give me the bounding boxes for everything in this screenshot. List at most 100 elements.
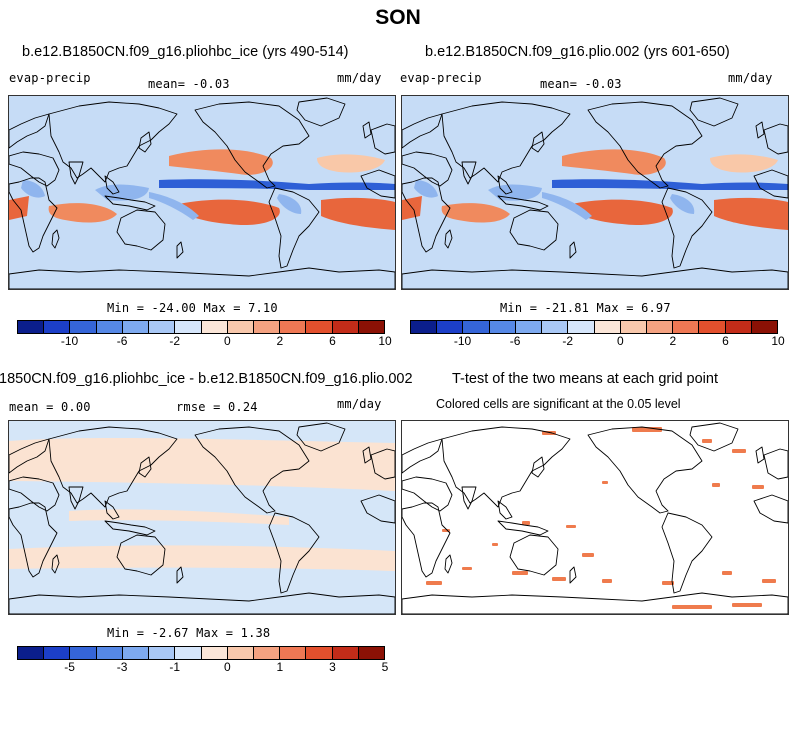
panel-3-map (8, 420, 396, 615)
significant-cell (702, 439, 712, 443)
coastline-madagascar (51, 229, 60, 249)
significant-cell (752, 485, 764, 489)
panel-3-colorbar-tick-label: -5 (64, 660, 75, 674)
significant-cell (512, 571, 528, 575)
ep-orange-s-atlantic (714, 197, 788, 230)
coastline-uk (362, 121, 372, 139)
panel-3-mean-label: mean = 0.00 (9, 400, 91, 414)
coastline-greenland (296, 97, 346, 127)
panel-2-colorbar-swatch (699, 321, 726, 333)
ep-orange-n-atlantic (317, 154, 385, 173)
coastline-africa (402, 177, 451, 253)
coastline-north-america (587, 426, 703, 514)
coastline-europe-west (763, 123, 788, 155)
panel-3-colorbar-swatch (122, 647, 150, 659)
panel-4-field (402, 421, 788, 614)
panel-3-colorbar-swatch (175, 647, 202, 659)
coastline-uk (755, 121, 765, 139)
coastline-europe-west (370, 448, 395, 480)
coastline-india (461, 161, 477, 185)
significant-cell (522, 521, 530, 525)
significant-cell (602, 481, 608, 484)
panel-1-colorbar-swatch (227, 321, 254, 333)
coastline-greenland (689, 97, 739, 127)
coastline-madagascar (444, 554, 453, 574)
coastline-se-asia (104, 500, 120, 520)
panel-3-colorbar-swatch (253, 647, 281, 659)
panel-1-colorbar-tick-label: -6 (116, 334, 128, 348)
panel-3-colorbar-ticks: -5 -3 -1 0 1 3 5 (17, 660, 388, 676)
panel-2-variable-label: evap-precip (400, 71, 482, 85)
panel-2-colorbar-tick-label: 10 (771, 334, 785, 348)
panel-2-colorbar-swatch (542, 321, 569, 333)
panel-2-colorbar-swatch (594, 321, 621, 333)
coastline-newzealand (569, 566, 577, 584)
coastline-greenland (296, 422, 346, 452)
panel-2-colorbar-tick-label: 6 (722, 334, 729, 348)
ep-orange-n-pacific (169, 149, 273, 175)
panel-3-colorbar-swatch (201, 647, 228, 659)
ep-orange-s-indian (48, 203, 117, 223)
significant-cell (762, 579, 776, 583)
coastline-australia (116, 209, 166, 251)
ocean-background (402, 96, 788, 289)
panel-1-variable-label: evap-precip (9, 71, 91, 85)
panel-2-colorbar-swatch (437, 321, 464, 333)
panel-1-map (8, 95, 396, 290)
panel-3-field (9, 421, 395, 614)
ocean-background (9, 96, 395, 289)
panel-2-colorbar-swatch (646, 321, 674, 333)
panel-2-colorbar-swatch (463, 321, 490, 333)
ttest-background (402, 421, 788, 614)
figure-title: SON (375, 6, 421, 29)
panel-3-colorbar-swatch (18, 647, 45, 659)
panel-3-colorbar-tick-label: 1 (276, 660, 284, 674)
panel-3-colorbar-swatch (280, 647, 307, 659)
ep-blue-amazon (277, 194, 302, 214)
panel-2-colorbar-tick-label: 2 (669, 334, 677, 348)
panel-1-colorbar-tick-label: -2 (169, 334, 181, 348)
coastline-europe-west (370, 123, 395, 155)
panel-2-colorbar-swatch (751, 321, 778, 333)
coastline-newzealand (176, 566, 184, 584)
panel-1-colorbar-swatch (70, 321, 97, 333)
panel-3-rmse-label: rmse = 0.24 (176, 400, 258, 414)
panel-1-colorbar-swatch (18, 321, 45, 333)
panel-3-units-label: mm/day (337, 397, 382, 411)
panel-2-colorbar-swatch (725, 321, 752, 333)
panel-4-subtitle: Colored cells are significant at the 0.0… (436, 397, 681, 411)
panel-1-colorbar-swatch (96, 321, 123, 333)
coastline-newzealand (176, 241, 184, 259)
significant-cell (712, 483, 720, 487)
coastline-south-america (661, 512, 713, 594)
panel-3-colorbar (17, 646, 385, 660)
ep-blue-atl-itcz (309, 182, 395, 190)
coastline-japan (531, 456, 545, 478)
panel-4-title: T-test of the two means at each grid poi… (452, 371, 718, 387)
coastline-australia (509, 534, 559, 576)
coastline-antarctica (402, 592, 788, 614)
coastline-se-asia (104, 175, 120, 195)
panel-2-map (401, 95, 789, 290)
panel-1-mean-label: mean= -0.03 (148, 77, 230, 91)
significant-cell (722, 571, 732, 575)
panel-1-colorbar-swatch (175, 321, 202, 333)
panel-1-minmax: Min = -24.00 Max = 7.10 (107, 301, 278, 315)
coastline-australia (509, 209, 559, 251)
panel-3-title: 1850CN.f09_g16.pliohbc_ice - b.e12.B1850… (0, 371, 413, 387)
ep-orange-s-pacific (179, 199, 280, 226)
coastline-arabia-mideast (402, 151, 453, 187)
panel-2-colorbar-ticks: -10 -6 -2 0 2 6 10 (410, 334, 785, 350)
coastline-indonesia (497, 520, 549, 536)
panel-2-colorbar-swatch (673, 321, 700, 333)
ep-orange-s-indian (441, 203, 510, 223)
panel-1-colorbar-tick-label: -10 (60, 334, 79, 348)
coastline-indonesia (497, 195, 549, 211)
panel-2-minmax: Min = -21.81 Max = 6.97 (500, 301, 671, 315)
coastline-antarctica (9, 592, 395, 614)
coastline-madagascar (444, 229, 453, 249)
significant-cell (732, 449, 746, 453)
panel-1-colorbar-swatch (201, 321, 228, 333)
coastline-japan (531, 131, 545, 153)
significant-cell (582, 553, 594, 557)
